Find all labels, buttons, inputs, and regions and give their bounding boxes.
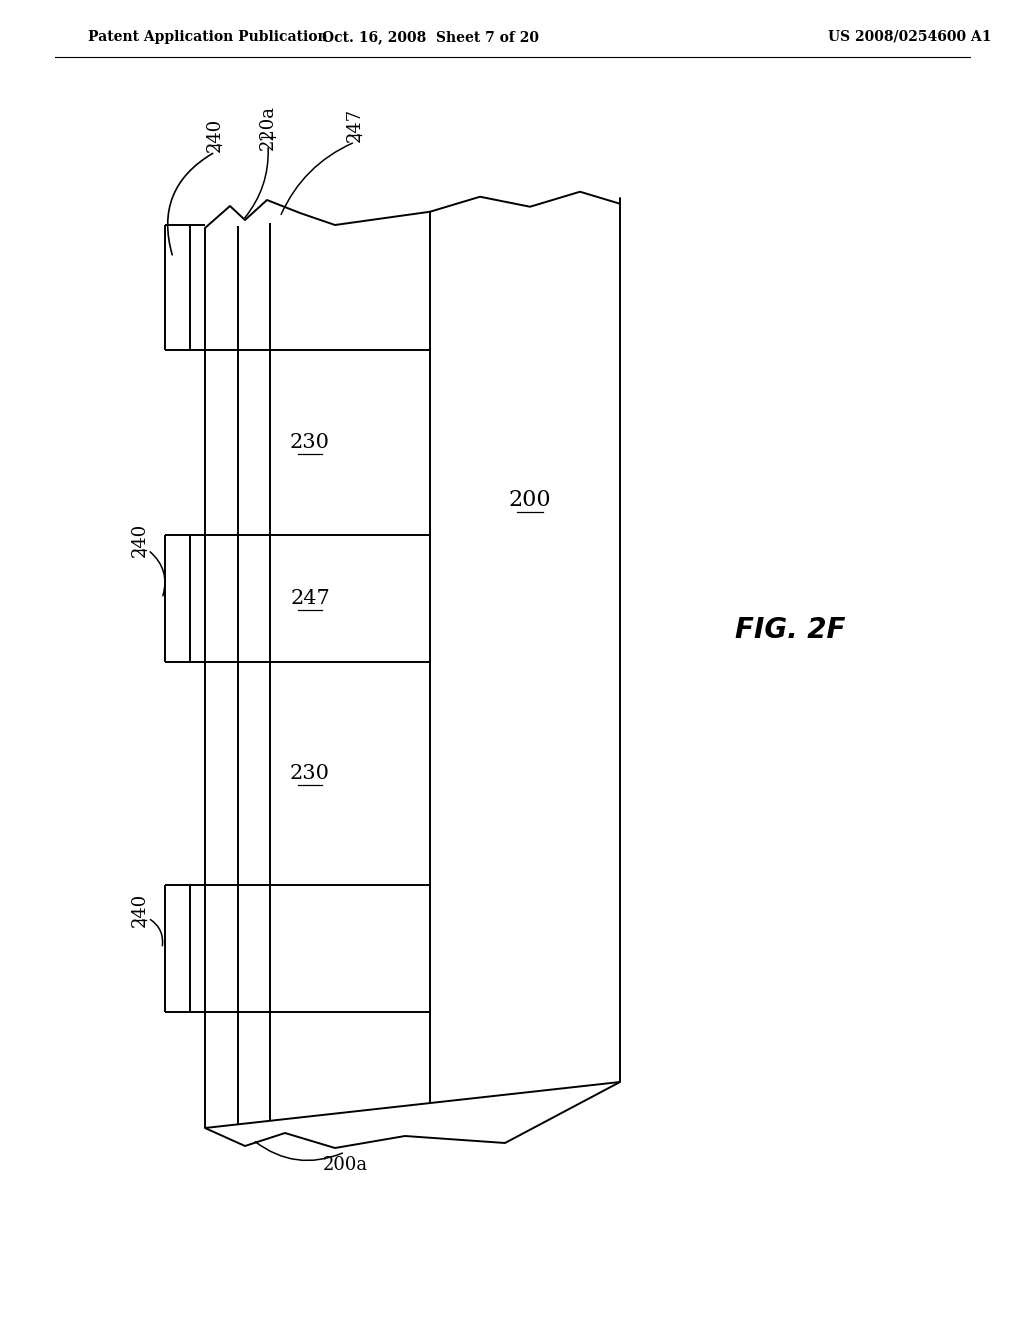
Text: 247: 247	[346, 108, 364, 143]
Text: 230: 230	[290, 764, 330, 783]
Text: Oct. 16, 2008  Sheet 7 of 20: Oct. 16, 2008 Sheet 7 of 20	[322, 30, 539, 44]
Text: 240: 240	[131, 892, 150, 927]
Text: 230: 230	[290, 433, 330, 451]
Text: 220a: 220a	[259, 104, 278, 149]
Text: Patent Application Publication: Patent Application Publication	[88, 30, 328, 44]
Text: FIG. 2F: FIG. 2F	[735, 616, 845, 644]
Text: 200a: 200a	[323, 1156, 368, 1173]
Text: 200: 200	[509, 488, 551, 511]
Text: 247: 247	[290, 589, 330, 609]
Text: 240: 240	[131, 523, 150, 557]
Text: US 2008/0254600 A1: US 2008/0254600 A1	[828, 30, 992, 44]
Text: 240: 240	[206, 117, 224, 152]
